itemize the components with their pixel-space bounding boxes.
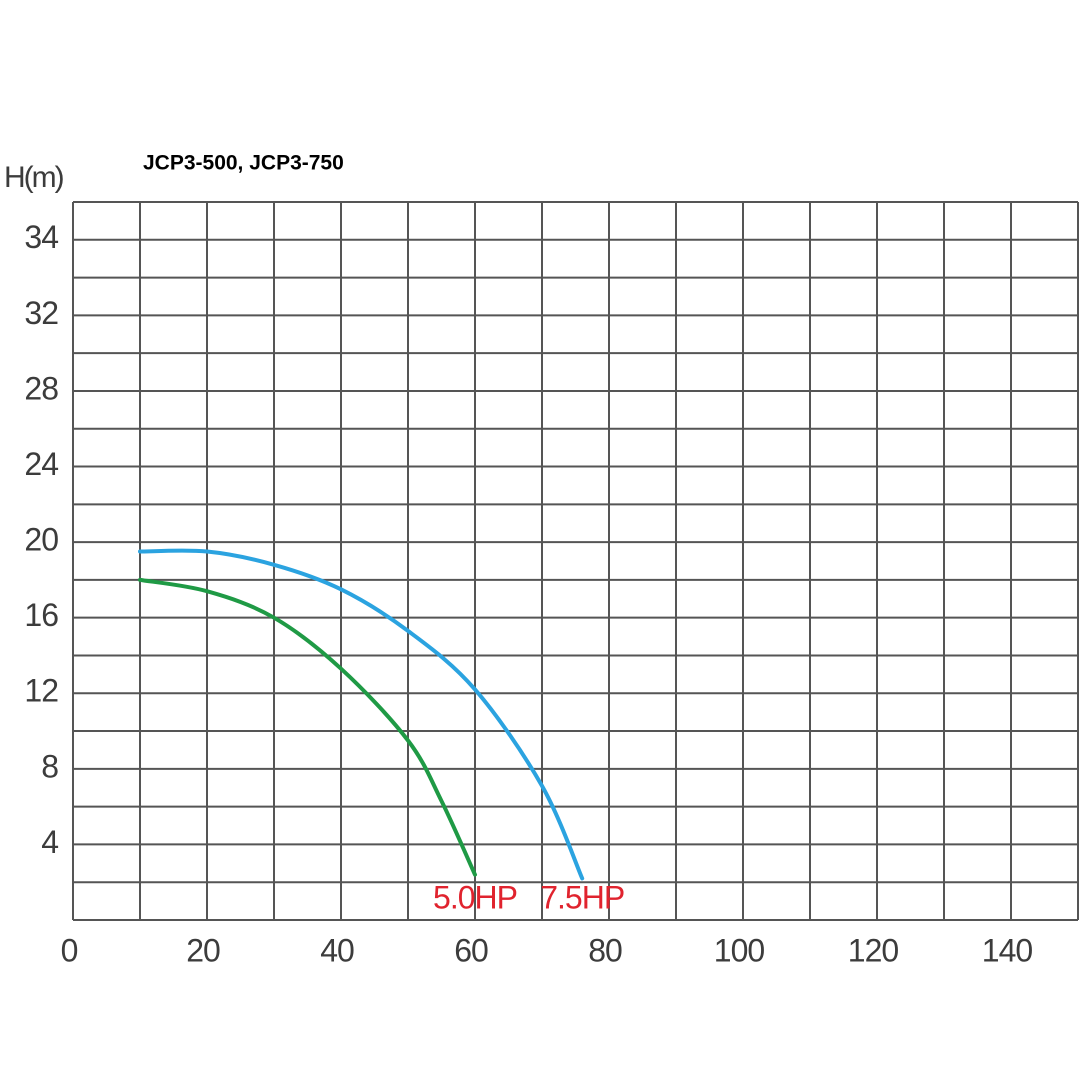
x-tick-label: 100 bbox=[714, 932, 765, 968]
y-tick-label: 34 bbox=[24, 219, 58, 255]
x-tick-label: 0 bbox=[61, 932, 78, 968]
x-tick-label: 140 bbox=[982, 932, 1033, 968]
x-tick-label: 40 bbox=[320, 932, 354, 968]
chart-title: JCP3-500, JCP3-750 bbox=[143, 152, 344, 175]
y-tick-label: 28 bbox=[24, 370, 58, 406]
y-tick-label: 16 bbox=[24, 597, 58, 633]
y-axis-label: H(m) bbox=[4, 161, 64, 194]
y-tick-label: 4 bbox=[41, 824, 58, 860]
y-tick-label: 32 bbox=[24, 295, 58, 331]
y-tick-label: 20 bbox=[24, 522, 58, 558]
y-tick-label: 8 bbox=[41, 748, 58, 784]
y-tick-label: 24 bbox=[24, 446, 58, 482]
x-tick-label: 60 bbox=[454, 932, 488, 968]
series-label: 7.5HP bbox=[540, 879, 624, 915]
series-label: 5.0HP bbox=[433, 879, 517, 915]
x-tick-label: 120 bbox=[848, 932, 899, 968]
y-tick-label: 12 bbox=[24, 673, 58, 709]
curve bbox=[138, 548, 585, 881]
x-tick-label: 80 bbox=[588, 932, 622, 968]
x-tick-label: 20 bbox=[186, 932, 220, 968]
curve bbox=[138, 577, 477, 877]
